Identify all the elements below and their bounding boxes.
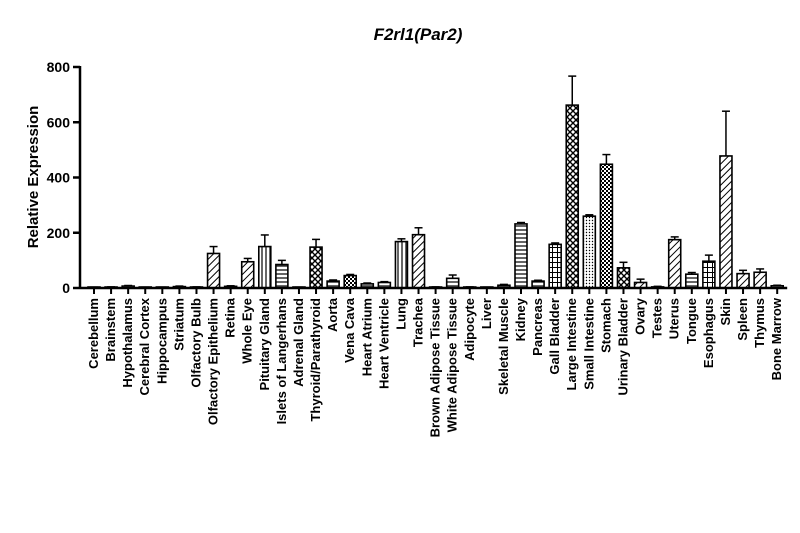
x-tick-label: Vena Cava — [342, 297, 357, 363]
y-tick-label: 0 — [62, 280, 70, 296]
x-tick-label: Heart Ventricle — [376, 298, 391, 389]
bar — [514, 223, 528, 289]
x-tick-label: Cerebral Cortex — [137, 297, 152, 395]
x-tick-label: Pancreas — [530, 298, 545, 356]
x-tick-label: Trachea — [411, 297, 426, 347]
x-tick-label: Striatum — [171, 298, 186, 351]
y-axis-label: Relative Expression — [25, 106, 42, 249]
x-tick-label: Whole Eye — [240, 298, 255, 364]
x-tick-label: White Adipose Tissue — [445, 298, 460, 432]
x-tick-label: Olfactory Epithelium — [206, 298, 221, 425]
x-tick-label: Large Intestine — [564, 298, 579, 390]
x-tick-label: Stomach — [598, 298, 613, 353]
x-tick-label: Olfactory Bulb — [188, 298, 203, 388]
x-tick-label: Ovary — [633, 297, 648, 335]
bar — [257, 245, 272, 289]
y-axis: 0 200 400 600 800 — [47, 59, 82, 296]
x-tick-label: Uterus — [667, 298, 682, 339]
x-tick-label: Spleen — [735, 298, 750, 341]
x-tick-label: Gall Bladder — [547, 298, 562, 375]
x-tick-label: Thyroid/Parathyroid — [308, 298, 323, 422]
x-tick-label: Liver — [479, 298, 494, 329]
x-tick-label: Bone Marrow — [769, 297, 784, 380]
x-tick-label: Retina — [223, 297, 238, 338]
x-tick-label: Urinary Bladder — [615, 298, 630, 396]
x-tick-label: Heart Atrium — [359, 298, 374, 376]
bar — [702, 260, 716, 289]
bar — [684, 273, 699, 289]
x-tick-label: Skeletal Muscle — [496, 298, 511, 395]
x-tick-label: Brainstem — [103, 298, 118, 362]
bar — [394, 240, 409, 289]
bar — [206, 252, 221, 289]
x-tick-label: Small Intestine — [581, 298, 596, 390]
x-tick-label: Testes — [650, 298, 665, 338]
x-tick-label: Hypothalamus — [120, 298, 135, 388]
bar — [343, 274, 358, 289]
y-tick-label: 400 — [47, 170, 71, 186]
bar — [240, 260, 255, 289]
bar — [667, 238, 682, 289]
bar — [548, 243, 562, 289]
y-tick-label: 200 — [47, 225, 71, 241]
x-tick-label: Lung — [393, 298, 408, 330]
bar — [309, 246, 323, 289]
x-tick-label: Hippocampus — [154, 298, 169, 384]
x-tick-label: Thymus — [752, 298, 767, 348]
x-axis: Cerebellum Brainstem Hypothalamus Cerebral … — [80, 286, 788, 437]
x-tick-label: Adipocyte — [462, 298, 477, 361]
bars — [87, 75, 785, 289]
bar — [736, 272, 750, 289]
x-tick-label: Pituitary Gland — [257, 298, 272, 391]
bar — [565, 104, 580, 289]
chart-title: F2rl1(Par2) — [374, 25, 463, 44]
y-tick-label: 600 — [47, 114, 71, 130]
bar — [599, 163, 614, 289]
x-tick-label: Adrenal Gland — [291, 298, 306, 387]
x-tick-label: Esophagus — [701, 298, 716, 368]
bar — [582, 215, 597, 289]
x-tick-label: Tongue — [684, 298, 699, 344]
x-tick-label: Islets of Langerhans — [274, 298, 289, 424]
bar — [275, 263, 289, 289]
x-tick-label: Cerebellum — [86, 298, 101, 369]
x-tick-label: Brown Adipose Tissue — [428, 298, 443, 437]
bar — [616, 267, 631, 289]
x-tick-label: Kidney — [513, 297, 528, 341]
bar — [445, 277, 460, 289]
bar — [411, 233, 426, 289]
x-tick-label: Aorta — [325, 297, 340, 332]
bar — [719, 155, 733, 289]
x-tick-label: Skin — [718, 298, 733, 326]
y-tick-label: 800 — [47, 59, 71, 75]
bar — [753, 271, 767, 289]
